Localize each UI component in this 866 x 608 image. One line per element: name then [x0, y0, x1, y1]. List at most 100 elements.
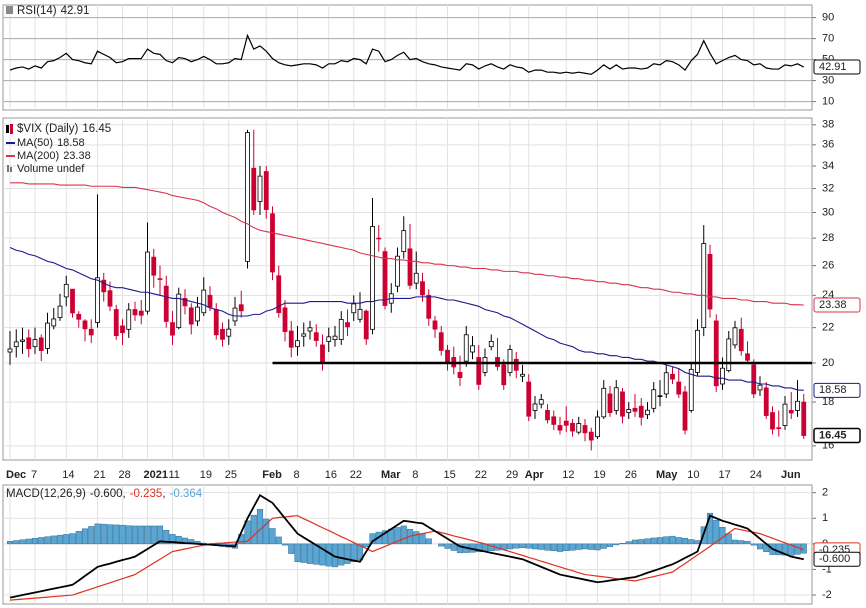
y-tick-label: 30 [822, 75, 834, 87]
histogram-bar [50, 535, 57, 545]
candle-body [476, 357, 482, 385]
moving-average [10, 182, 804, 306]
ma50-name: MA(50) [17, 137, 53, 149]
candle-body [570, 422, 575, 432]
rsi-last: 42.91 [61, 5, 90, 17]
candle-body [282, 307, 288, 332]
candle-body [520, 373, 525, 377]
candle-body [645, 409, 650, 416]
histogram-bar [288, 543, 295, 554]
value-tag: -0.600 [819, 553, 850, 565]
candle-body [345, 322, 350, 328]
histogram-bar [344, 543, 351, 564]
histogram-bar [581, 543, 589, 550]
candle-body [795, 400, 800, 411]
candle-body [526, 381, 532, 417]
y-tick-label: 26 [822, 260, 834, 272]
candle-body [532, 403, 538, 411]
candle-body [801, 401, 807, 436]
histogram-bar [75, 531, 82, 545]
y-tick-label: 20 [822, 357, 834, 369]
histogram-bar [144, 525, 151, 545]
candle-body [688, 368, 694, 411]
candle-body [213, 309, 219, 336]
candle-body [326, 336, 332, 342]
histogram-bar [163, 530, 170, 545]
x-tick-label: 19 [594, 469, 606, 481]
price-name: $VIX (Daily) [17, 123, 79, 135]
candle-body [13, 341, 19, 348]
x-tick-label: Feb [262, 469, 282, 481]
histogram-bar [756, 543, 764, 550]
x-tick-label: 12 [562, 469, 574, 481]
candle-body [607, 393, 613, 413]
candle-body [620, 391, 625, 417]
x-tick-label: 29 [506, 469, 518, 481]
histogram-bar [456, 543, 464, 554]
histogram-bar [631, 539, 639, 545]
histogram-bar [400, 525, 407, 545]
histogram-bar [588, 543, 595, 550]
candle-body [176, 293, 182, 329]
histogram-bar [563, 543, 570, 552]
x-tick-label: 15 [444, 469, 456, 481]
histogram-bar [650, 537, 657, 545]
candle-body [351, 303, 357, 314]
candle-body [745, 353, 750, 361]
histogram-bar [606, 543, 614, 547]
histogram-bar [444, 543, 451, 549]
histogram-bar [269, 528, 276, 545]
histogram-last: -0.364 [170, 488, 203, 500]
candle-body [20, 339, 25, 342]
y-tick-label: 30 [822, 206, 834, 218]
histogram-bar [100, 523, 107, 545]
x-tick-label: 11 [169, 469, 180, 481]
candle-body [482, 357, 488, 373]
candle-body [582, 425, 588, 434]
x-tick-label: Jun [781, 469, 801, 481]
candle-body [457, 371, 463, 378]
candle-body [432, 320, 438, 330]
histogram-bar [350, 543, 357, 563]
volume-icon [7, 165, 9, 172]
histogram-bar [281, 543, 289, 546]
candle-body [307, 327, 313, 332]
x-tick-label: 7 [31, 469, 37, 481]
histogram-bar [538, 543, 545, 550]
histogram-bar [69, 533, 76, 545]
x-tick-label: 24 [750, 469, 762, 481]
candle-body [276, 275, 282, 313]
histogram-bar [81, 528, 89, 545]
histogram-bar [519, 543, 526, 548]
y-tick-label: 70 [822, 33, 834, 45]
candle-body [557, 425, 563, 431]
y-tick-label: 32 [822, 182, 834, 194]
candle-body [782, 403, 788, 426]
histogram-bar [731, 539, 739, 545]
moving-average [9, 247, 804, 391]
candle-body [470, 345, 475, 353]
candle-body [463, 334, 469, 362]
histogram-bar [19, 539, 26, 545]
candle-body [113, 309, 119, 337]
candle-body [7, 348, 13, 353]
candle-body [695, 329, 700, 373]
histogram-bar [438, 543, 445, 547]
candle-body [32, 339, 38, 348]
histogram-bar [794, 543, 801, 555]
y-tick-label: -1 [822, 563, 832, 575]
y-tick-label: 28 [822, 232, 834, 244]
histogram-bar [513, 543, 520, 549]
histogram-bar [688, 539, 695, 545]
candle-body [770, 412, 775, 430]
candle-body [538, 399, 544, 405]
histogram-bar [613, 543, 620, 546]
candle-body [238, 304, 244, 312]
histogram-bar [706, 512, 714, 545]
histogram-bar [413, 531, 420, 545]
candle-body [338, 319, 344, 341]
histogram-bar [675, 537, 682, 545]
histogram-bar [13, 540, 20, 545]
candle-body [501, 364, 507, 386]
histogram-bar [156, 525, 164, 545]
